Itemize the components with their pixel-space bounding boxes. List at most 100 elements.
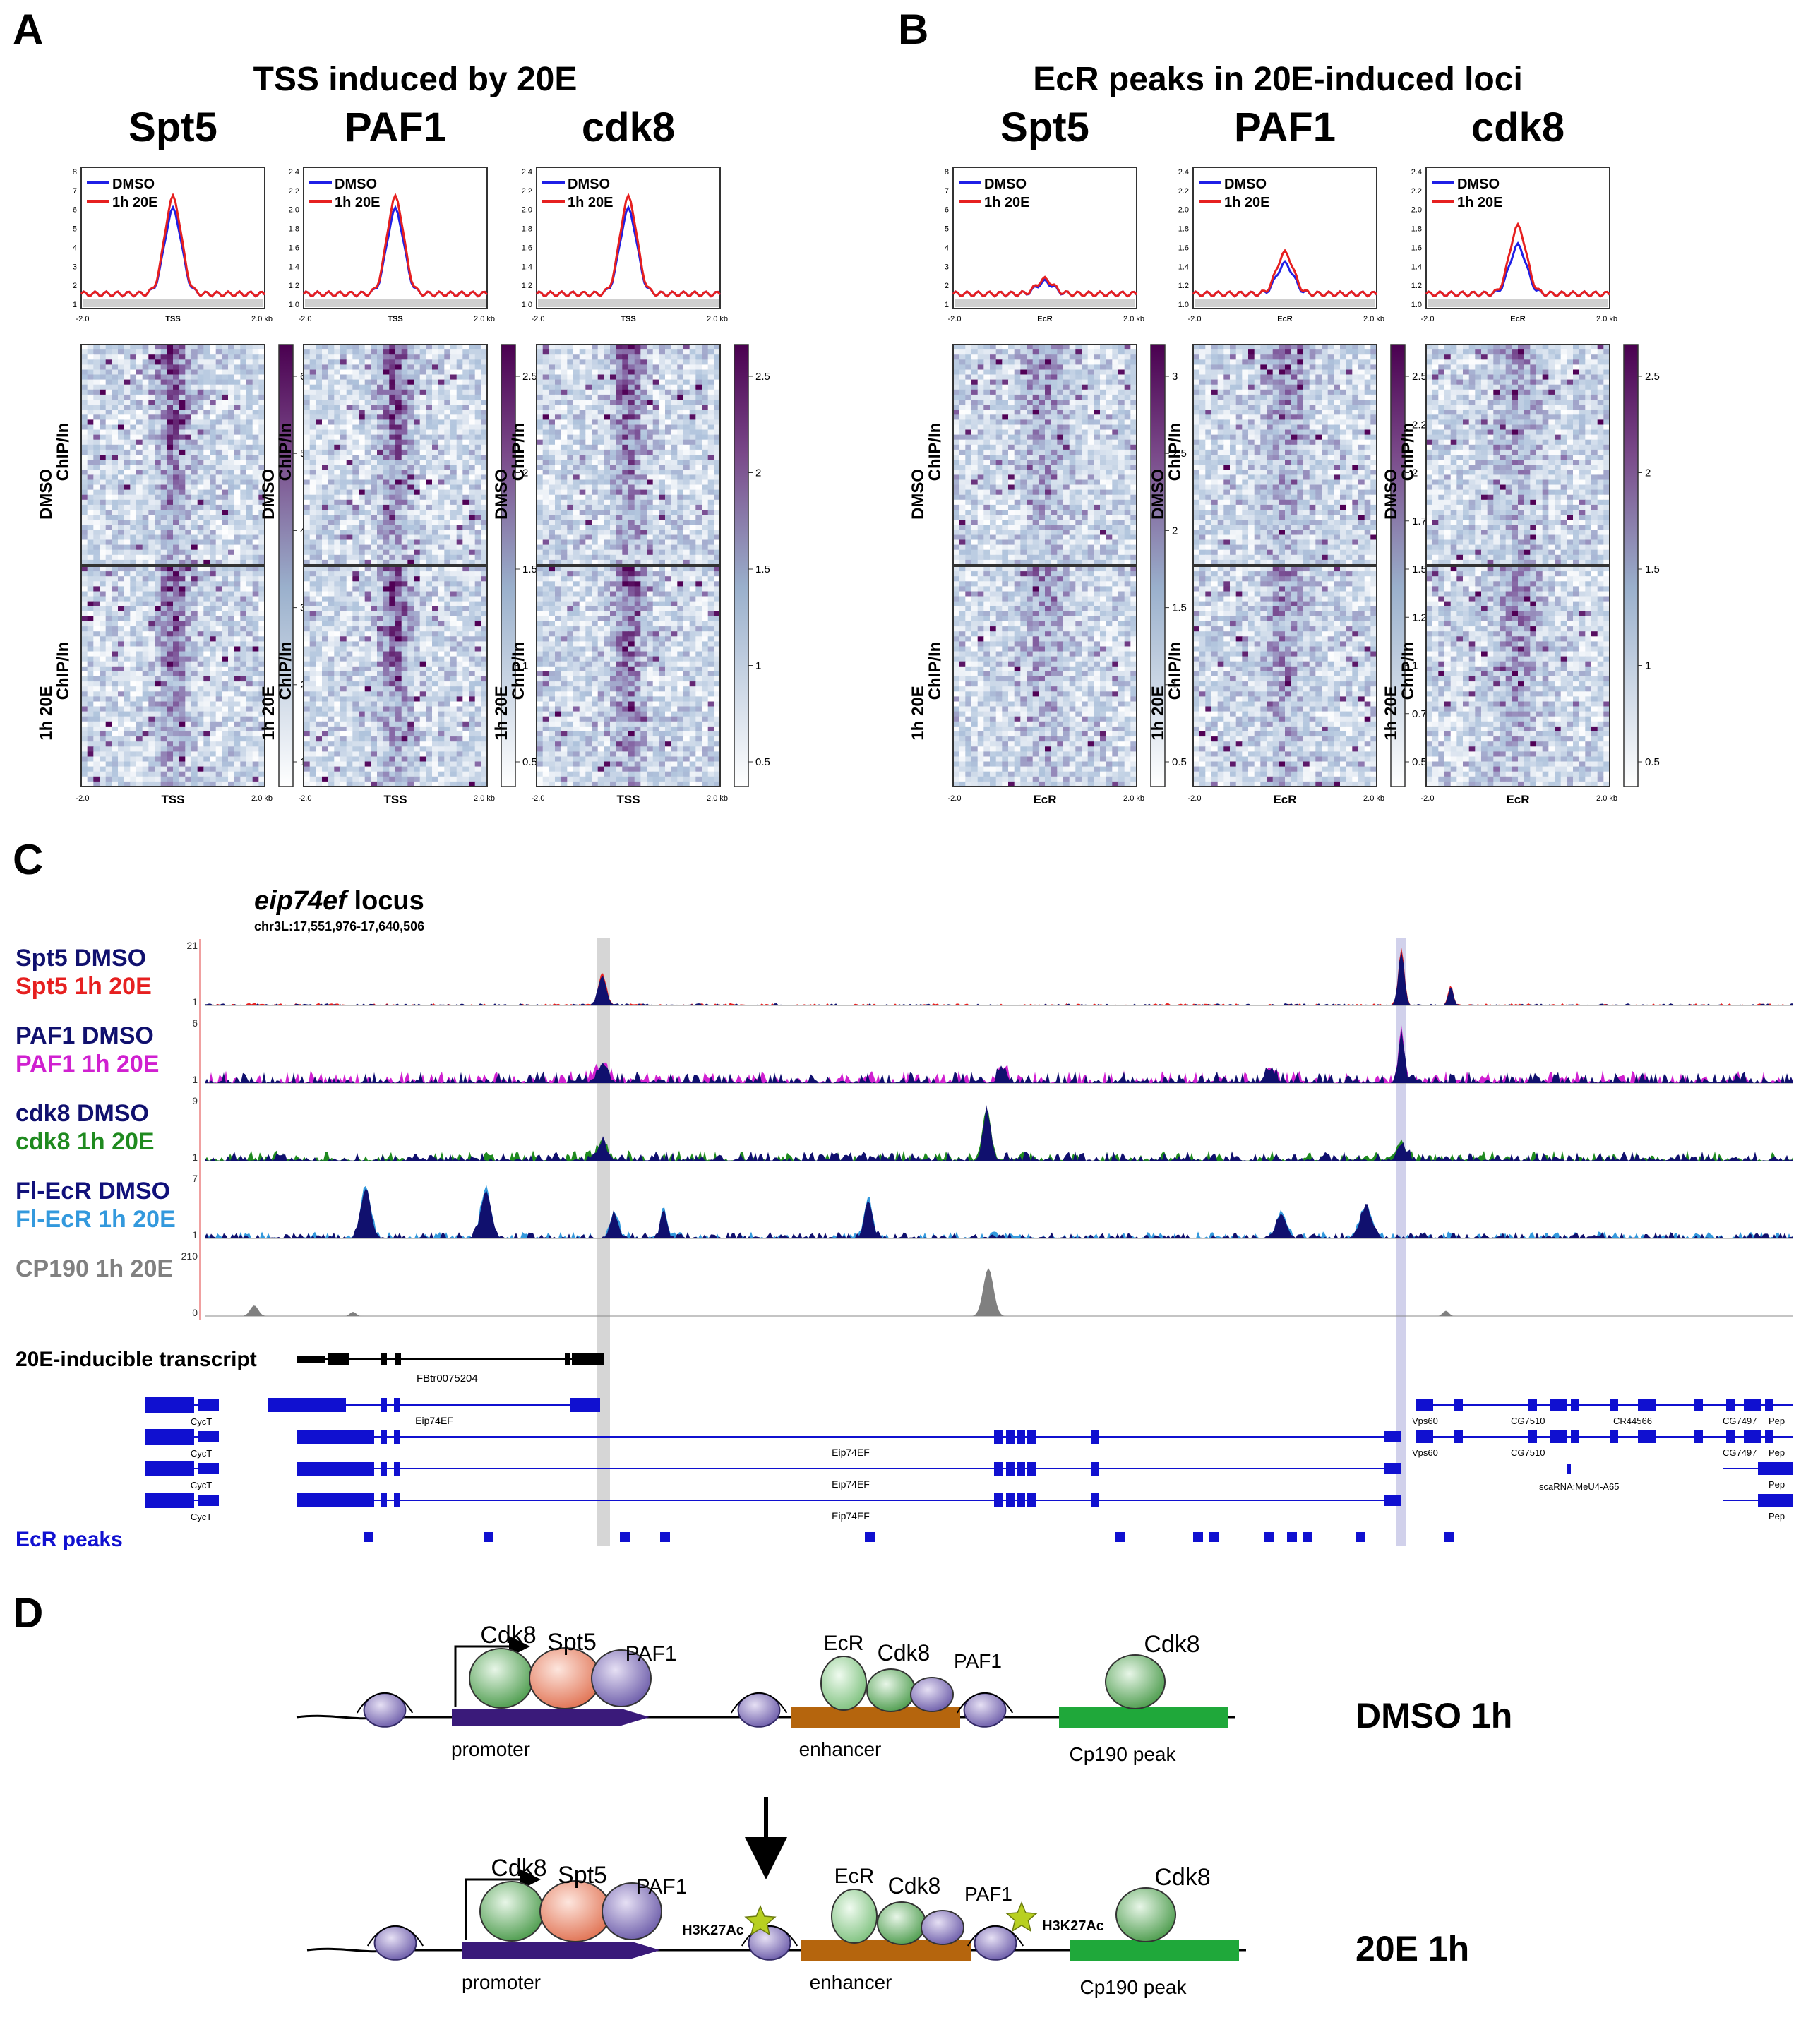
profile-x-tick-center: TSS: [388, 315, 402, 323]
heat-cell: [105, 345, 112, 350]
heat-cell: [87, 566, 94, 572]
heat-cell: [210, 691, 217, 697]
heat-cell: [148, 646, 155, 652]
heat-cell: [142, 465, 149, 470]
heat-cell: [124, 470, 131, 475]
heat-cell: [118, 566, 125, 572]
heat-cell: [469, 661, 476, 667]
heat-cell: [142, 641, 149, 647]
heat-cell: [359, 460, 366, 465]
heat-cell: [240, 721, 247, 727]
heat-cell: [185, 354, 192, 360]
heat-cell: [81, 499, 88, 506]
heat-cell: [481, 429, 488, 436]
heat-cell: [100, 544, 107, 551]
heat-cell: [258, 756, 265, 763]
heat-cell: [469, 424, 476, 431]
heat-cell: [328, 379, 335, 386]
heat-cell: [105, 474, 112, 481]
heat-cell: [407, 349, 414, 355]
heat-cell: [395, 349, 402, 355]
heat-cell: [426, 494, 433, 501]
heat-cell: [87, 646, 94, 652]
heat-cell: [395, 410, 402, 415]
heat-cell: [316, 504, 323, 510]
heat-cell: [100, 405, 107, 410]
heat-cell: [304, 606, 311, 612]
heat-cell: [191, 586, 198, 592]
heat-cell: [228, 434, 235, 441]
heat-cell: [148, 530, 155, 536]
heat-cell: [105, 766, 112, 772]
heat-cell: [197, 626, 204, 632]
heat-cell: [383, 449, 390, 455]
heat-cell: [105, 470, 112, 475]
heat-cell: [377, 711, 384, 717]
heat-cell: [359, 539, 366, 546]
heat-cell: [105, 651, 112, 657]
heat-cell: [481, 359, 488, 365]
heat-cell: [371, 611, 378, 617]
heat-cell: [148, 746, 155, 752]
heat-cell: [87, 455, 94, 460]
heat-cell: [438, 559, 445, 566]
heat-cell: [124, 465, 131, 470]
heat-cell: [112, 666, 119, 672]
heat-cell: [160, 520, 167, 525]
heat-cell: [185, 621, 192, 627]
heat-cell: [93, 606, 100, 612]
heat-cell: [469, 434, 476, 441]
heat-cell: [364, 525, 371, 530]
heat-cell: [469, 499, 476, 506]
heat-cell: [87, 510, 94, 515]
heat-cell: [444, 651, 451, 657]
heat-cell: [142, 726, 149, 732]
heat-cell: [222, 751, 229, 758]
heat-cell: [322, 676, 329, 682]
heat-cell: [401, 489, 408, 496]
heat-cell: [383, 515, 390, 520]
heat-cell: [160, 756, 167, 763]
heat-cell: [474, 681, 481, 687]
heat-cell: [395, 671, 402, 677]
heat-cell: [167, 601, 174, 607]
heat-cell: [407, 515, 414, 520]
heat-cell: [426, 706, 433, 712]
heat-cell: [197, 419, 204, 426]
heat-cell: [456, 681, 463, 687]
heat-cell: [228, 751, 235, 758]
heat-cell: [124, 771, 131, 777]
heat-cell: [118, 651, 125, 657]
heat-cell: [228, 776, 235, 782]
heat-cell: [185, 716, 192, 722]
heat-cell: [352, 510, 359, 515]
heat-cell: [252, 656, 259, 662]
heat-cell: [432, 510, 439, 515]
heat-cell: [316, 591, 323, 597]
heat-cell: [383, 606, 390, 612]
heat-cell: [258, 494, 265, 501]
heat-cell: [210, 504, 217, 510]
heat-cell: [352, 410, 359, 415]
heat-cell: [352, 504, 359, 510]
heat-cell: [328, 571, 335, 577]
heat-cell: [191, 686, 198, 692]
heat-cell: [203, 756, 210, 763]
heat-cell: [197, 636, 204, 642]
heat-cell: [118, 544, 125, 551]
heat-cell: [136, 641, 143, 647]
heat-cell: [246, 751, 253, 758]
heat-cell: [328, 429, 335, 436]
heat-cell: [191, 419, 198, 426]
heat-cell: [450, 364, 457, 371]
heat-cell: [100, 484, 107, 491]
heat-cell: [124, 781, 131, 787]
heat-cell: [252, 359, 259, 365]
heat-cell: [432, 626, 439, 632]
heat-cell: [142, 384, 149, 390]
heat-cell: [258, 741, 265, 747]
heat-cell: [234, 781, 241, 787]
heat-cell: [377, 586, 384, 592]
heat-cell: [234, 444, 241, 450]
